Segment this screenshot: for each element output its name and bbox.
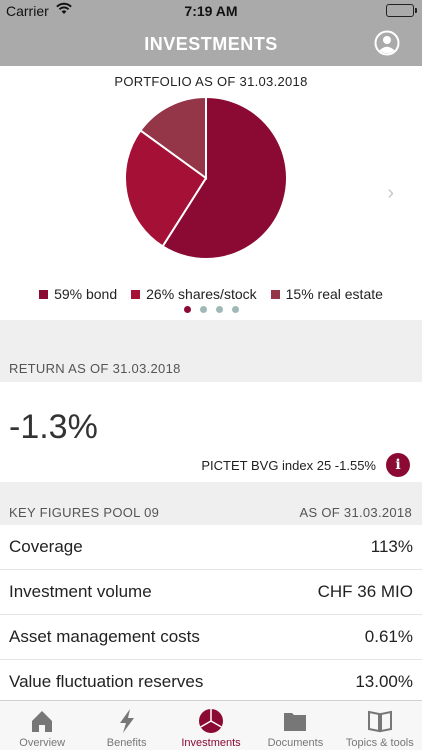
lightning-icon	[119, 709, 134, 733]
key-figures-date: AS OF 31.03.2018	[299, 505, 412, 520]
legend-label: 26% shares/stock	[146, 286, 257, 302]
key-figure-row-investment-volume: Investment volume CHF 36 MIO	[0, 570, 422, 615]
nav-bar: INVESTMENTS	[0, 22, 422, 66]
benchmark-index-text: PICTET BVG index 25 -1.55%	[201, 458, 376, 473]
page-dot-2[interactable]	[199, 306, 207, 313]
tab-investments[interactable]: Investments	[169, 701, 253, 750]
folder-icon	[284, 713, 307, 731]
tab-documents[interactable]: Documents	[253, 701, 337, 750]
page-title: INVESTMENTS	[144, 34, 278, 54]
pie-slice-shares	[124, 128, 208, 248]
legend-item-shares: 26% shares/stock	[131, 286, 257, 302]
key-figure-label: Investment volume	[9, 582, 152, 601]
tab-bar: Overview Benefits Investments Documents …	[0, 700, 422, 750]
chart-legend: 59% bond 26% shares/stock 15% real estat…	[0, 286, 422, 302]
clock: 7:19 AM	[184, 3, 238, 19]
tab-label: Overview	[19, 737, 66, 749]
page-dot-3[interactable]	[215, 306, 223, 313]
legend-item-bond: 59% bond	[39, 286, 117, 302]
key-figure-value: CHF 36 MIO	[317, 582, 413, 601]
tab-label: Investments	[181, 737, 241, 749]
key-figure-label: Asset management costs	[9, 627, 200, 646]
wifi-icon	[56, 2, 72, 19]
pie-slice-real-estate	[139, 95, 207, 180]
book-icon	[367, 710, 392, 733]
return-value: -1.3%	[9, 408, 98, 446]
key-figures-list: Coverage 113% Investment volume CHF 36 M…	[0, 525, 422, 705]
profile-icon[interactable]	[374, 30, 400, 56]
key-figure-row-value-fluctuation-reserves: Value fluctuation reserves 13.00%	[0, 660, 422, 705]
key-figure-row-asset-management-costs: Asset management costs 0.61%	[0, 615, 422, 660]
home-icon	[32, 711, 53, 732]
battery-icon	[386, 4, 417, 17]
page-dot-4[interactable]	[231, 306, 239, 313]
key-figures-section-header: KEY FIGURES POOL 09 AS OF 31.03.2018	[0, 490, 422, 526]
key-figures-header-label: KEY FIGURES POOL 09	[9, 505, 160, 520]
key-figure-label: Coverage	[9, 537, 83, 556]
tab-benefits[interactable]: Benefits	[84, 701, 168, 750]
return-section-header: RETURN AS OF 31.03.2018	[0, 346, 422, 382]
key-figure-value: 13.00%	[355, 672, 413, 691]
return-header-label: RETURN AS OF 31.03.2018	[9, 361, 181, 376]
pie-slice-bond	[161, 95, 288, 260]
tab-label: Benefits	[106, 737, 147, 749]
carrier-label: Carrier	[6, 3, 49, 19]
key-figure-value: 113%	[370, 537, 413, 556]
key-figure-label: Value fluctuation reserves	[9, 672, 204, 691]
page-indicator[interactable]	[0, 306, 422, 313]
legend-label: 15% real estate	[285, 286, 383, 302]
tab-topics-tools[interactable]: Topics & tools	[338, 701, 422, 750]
legend-item-real-estate: 15% real estate	[270, 286, 383, 302]
legend-label: 59% bond	[54, 286, 118, 302]
legend-swatch	[39, 289, 49, 299]
key-figure-row-coverage: Coverage 113%	[0, 525, 422, 570]
key-figure-value: 0.61%	[364, 627, 413, 646]
chevron-right-icon[interactable]: ›	[387, 182, 394, 204]
tab-overview[interactable]: Overview	[0, 701, 84, 750]
portfolio-card[interactable]: PORTFOLIO AS OF 31.03.2018 › 59% bond 26…	[0, 66, 422, 320]
page-dot-1[interactable]	[183, 306, 191, 313]
legend-swatch	[270, 289, 280, 299]
pie-chart-icon	[199, 709, 224, 733]
portfolio-title: PORTFOLIO AS OF 31.03.2018	[114, 74, 308, 89]
tab-label: Topics & tools	[345, 737, 414, 749]
tab-label: Documents	[267, 737, 324, 749]
portfolio-pie-chart	[124, 95, 288, 260]
legend-swatch	[131, 289, 141, 299]
return-card: -1.3% PICTET BVG index 25 -1.55% i	[0, 382, 422, 482]
status-bar: Carrier 7:19 AM	[0, 0, 422, 22]
info-button[interactable]: i	[386, 453, 410, 477]
